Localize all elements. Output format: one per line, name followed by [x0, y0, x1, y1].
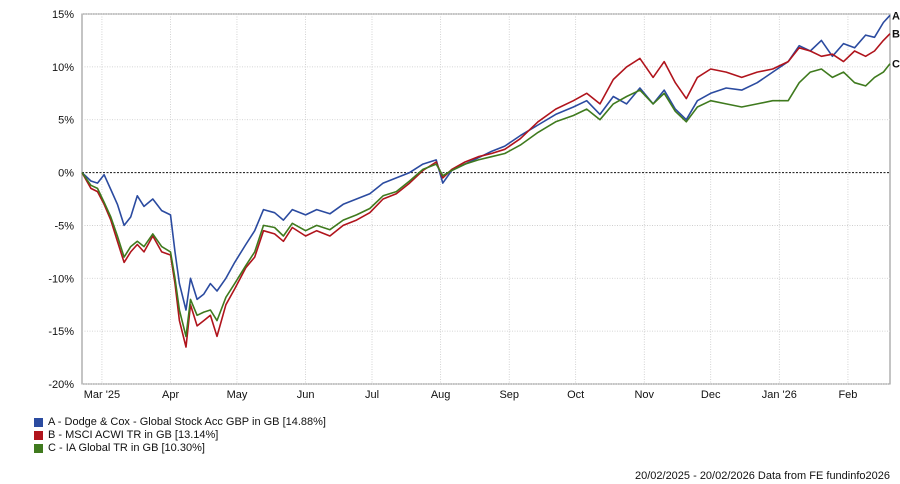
y-tick-label: 0% — [58, 168, 74, 180]
legend-label: A - Dodge & Cox - Global Stock Acc GBP i… — [48, 416, 326, 428]
x-tick-label: Dec — [701, 389, 721, 401]
legend-item: B - MSCI ACWI TR in GB [13.14%] — [34, 429, 326, 442]
x-tick-label: Aug — [431, 389, 451, 401]
y-tick-label: 15% — [52, 9, 74, 21]
legend-swatch — [34, 431, 43, 440]
x-tick-label: Sep — [499, 389, 519, 401]
x-tick-label: Oct — [567, 389, 584, 401]
y-tick-label: 10% — [52, 62, 74, 74]
legend: A - Dodge & Cox - Global Stock Acc GBP i… — [34, 416, 326, 455]
x-tick-label: Feb — [838, 389, 857, 401]
legend-swatch — [34, 418, 43, 427]
series-line-a — [81, 14, 891, 311]
footer-note: 20/02/2025 - 20/02/2026 Data from FE fun… — [634, 470, 890, 482]
series-line-c — [81, 63, 891, 338]
series-end-label: C — [892, 59, 900, 71]
legend-label: C - IA Global TR in GB [10.30%] — [48, 442, 205, 454]
legend-label: B - MSCI ACWI TR in GB [13.14%] — [48, 429, 219, 441]
series-end-label: A — [892, 10, 900, 22]
x-tick-label: May — [227, 389, 248, 401]
legend-item: A - Dodge & Cox - Global Stock Acc GBP i… — [34, 416, 326, 429]
legend-item: C - IA Global TR in GB [10.30%] — [34, 442, 326, 455]
x-tick-label: Jul — [365, 389, 379, 401]
x-tick-label: Nov — [634, 389, 654, 401]
plot-area — [81, 13, 891, 385]
performance-chart: 15% 10% 5% 0% -5% -10% -15% -20% Mar '25 Apr May Ju… — [48, 9, 900, 401]
y-tick-label: -20% — [48, 379, 74, 391]
y-tick-label: -5% — [54, 220, 74, 232]
x-tick-label: Jan '26 — [762, 389, 797, 401]
y-tick-label: -10% — [48, 273, 74, 285]
series-end-label: B — [892, 29, 900, 41]
y-tick-label: -15% — [48, 326, 74, 338]
x-tick-label: Apr — [162, 389, 179, 401]
y-tick-label: 5% — [58, 115, 74, 127]
legend-swatch — [34, 444, 43, 453]
x-tick-label: Mar '25 — [84, 389, 120, 401]
x-tick-label: Jun — [297, 389, 315, 401]
